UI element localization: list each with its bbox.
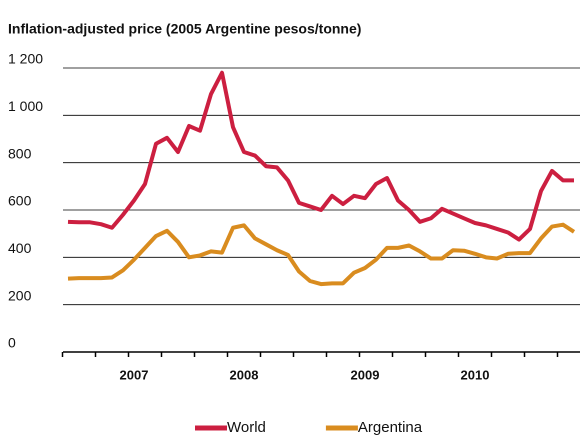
line-series <box>67 70 574 242</box>
y-tick-label: 200 <box>8 287 32 303</box>
chart-title: Inflation-adjusted price (2005 Argentine… <box>8 21 361 37</box>
x-tick-label: 2007 <box>120 367 149 382</box>
y-tick-label: 1 200 <box>8 51 43 67</box>
y-tick-label: 400 <box>8 240 32 256</box>
legend-label: Argentina <box>358 419 423 436</box>
legend-label: World <box>227 419 266 436</box>
line-series <box>67 222 576 287</box>
x-tick-label: 2008 <box>230 367 259 382</box>
y-tick-label: 600 <box>8 193 32 209</box>
x-tick-label: 2010 <box>461 367 490 382</box>
y-tick-label: 0 <box>8 335 16 351</box>
y-tick-label: 800 <box>8 145 32 161</box>
x-tick-label: 2009 <box>351 367 380 382</box>
y-tick-label: 1 000 <box>8 98 43 114</box>
